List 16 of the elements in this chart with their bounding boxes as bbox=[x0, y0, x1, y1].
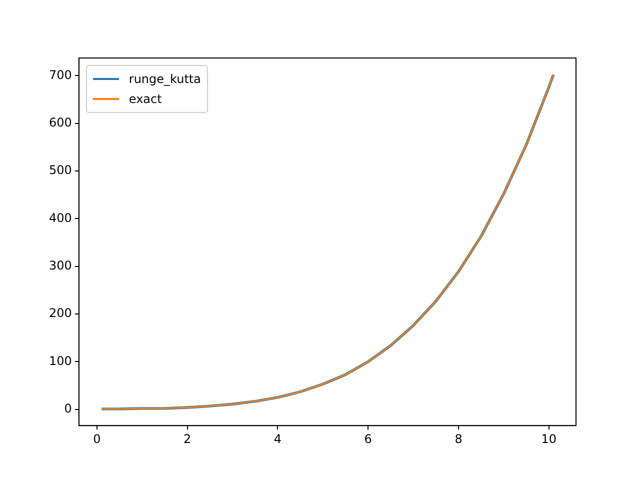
y-tick-label: 0 bbox=[64, 402, 72, 416]
y-tick-label: 100 bbox=[49, 354, 72, 368]
legend-label: runge_kutta bbox=[128, 72, 201, 86]
y-tick-label: 700 bbox=[49, 68, 72, 82]
y-tick-label: 400 bbox=[49, 210, 72, 225]
x-tick-label: 2 bbox=[184, 432, 192, 446]
y-tick-label: 300 bbox=[49, 258, 72, 272]
x-tick-label: 4 bbox=[274, 432, 282, 446]
x-tick-label: 10 bbox=[541, 432, 557, 446]
x-tick-label: 0 bbox=[93, 432, 101, 446]
y-tick-label: 200 bbox=[49, 306, 72, 320]
x-tick-label: 8 bbox=[454, 432, 462, 446]
y-tick-label: 500 bbox=[49, 163, 72, 178]
legend-label: exact bbox=[128, 92, 162, 106]
y-tick-label: 600 bbox=[49, 115, 72, 130]
x-tick-label: 6 bbox=[364, 432, 372, 446]
